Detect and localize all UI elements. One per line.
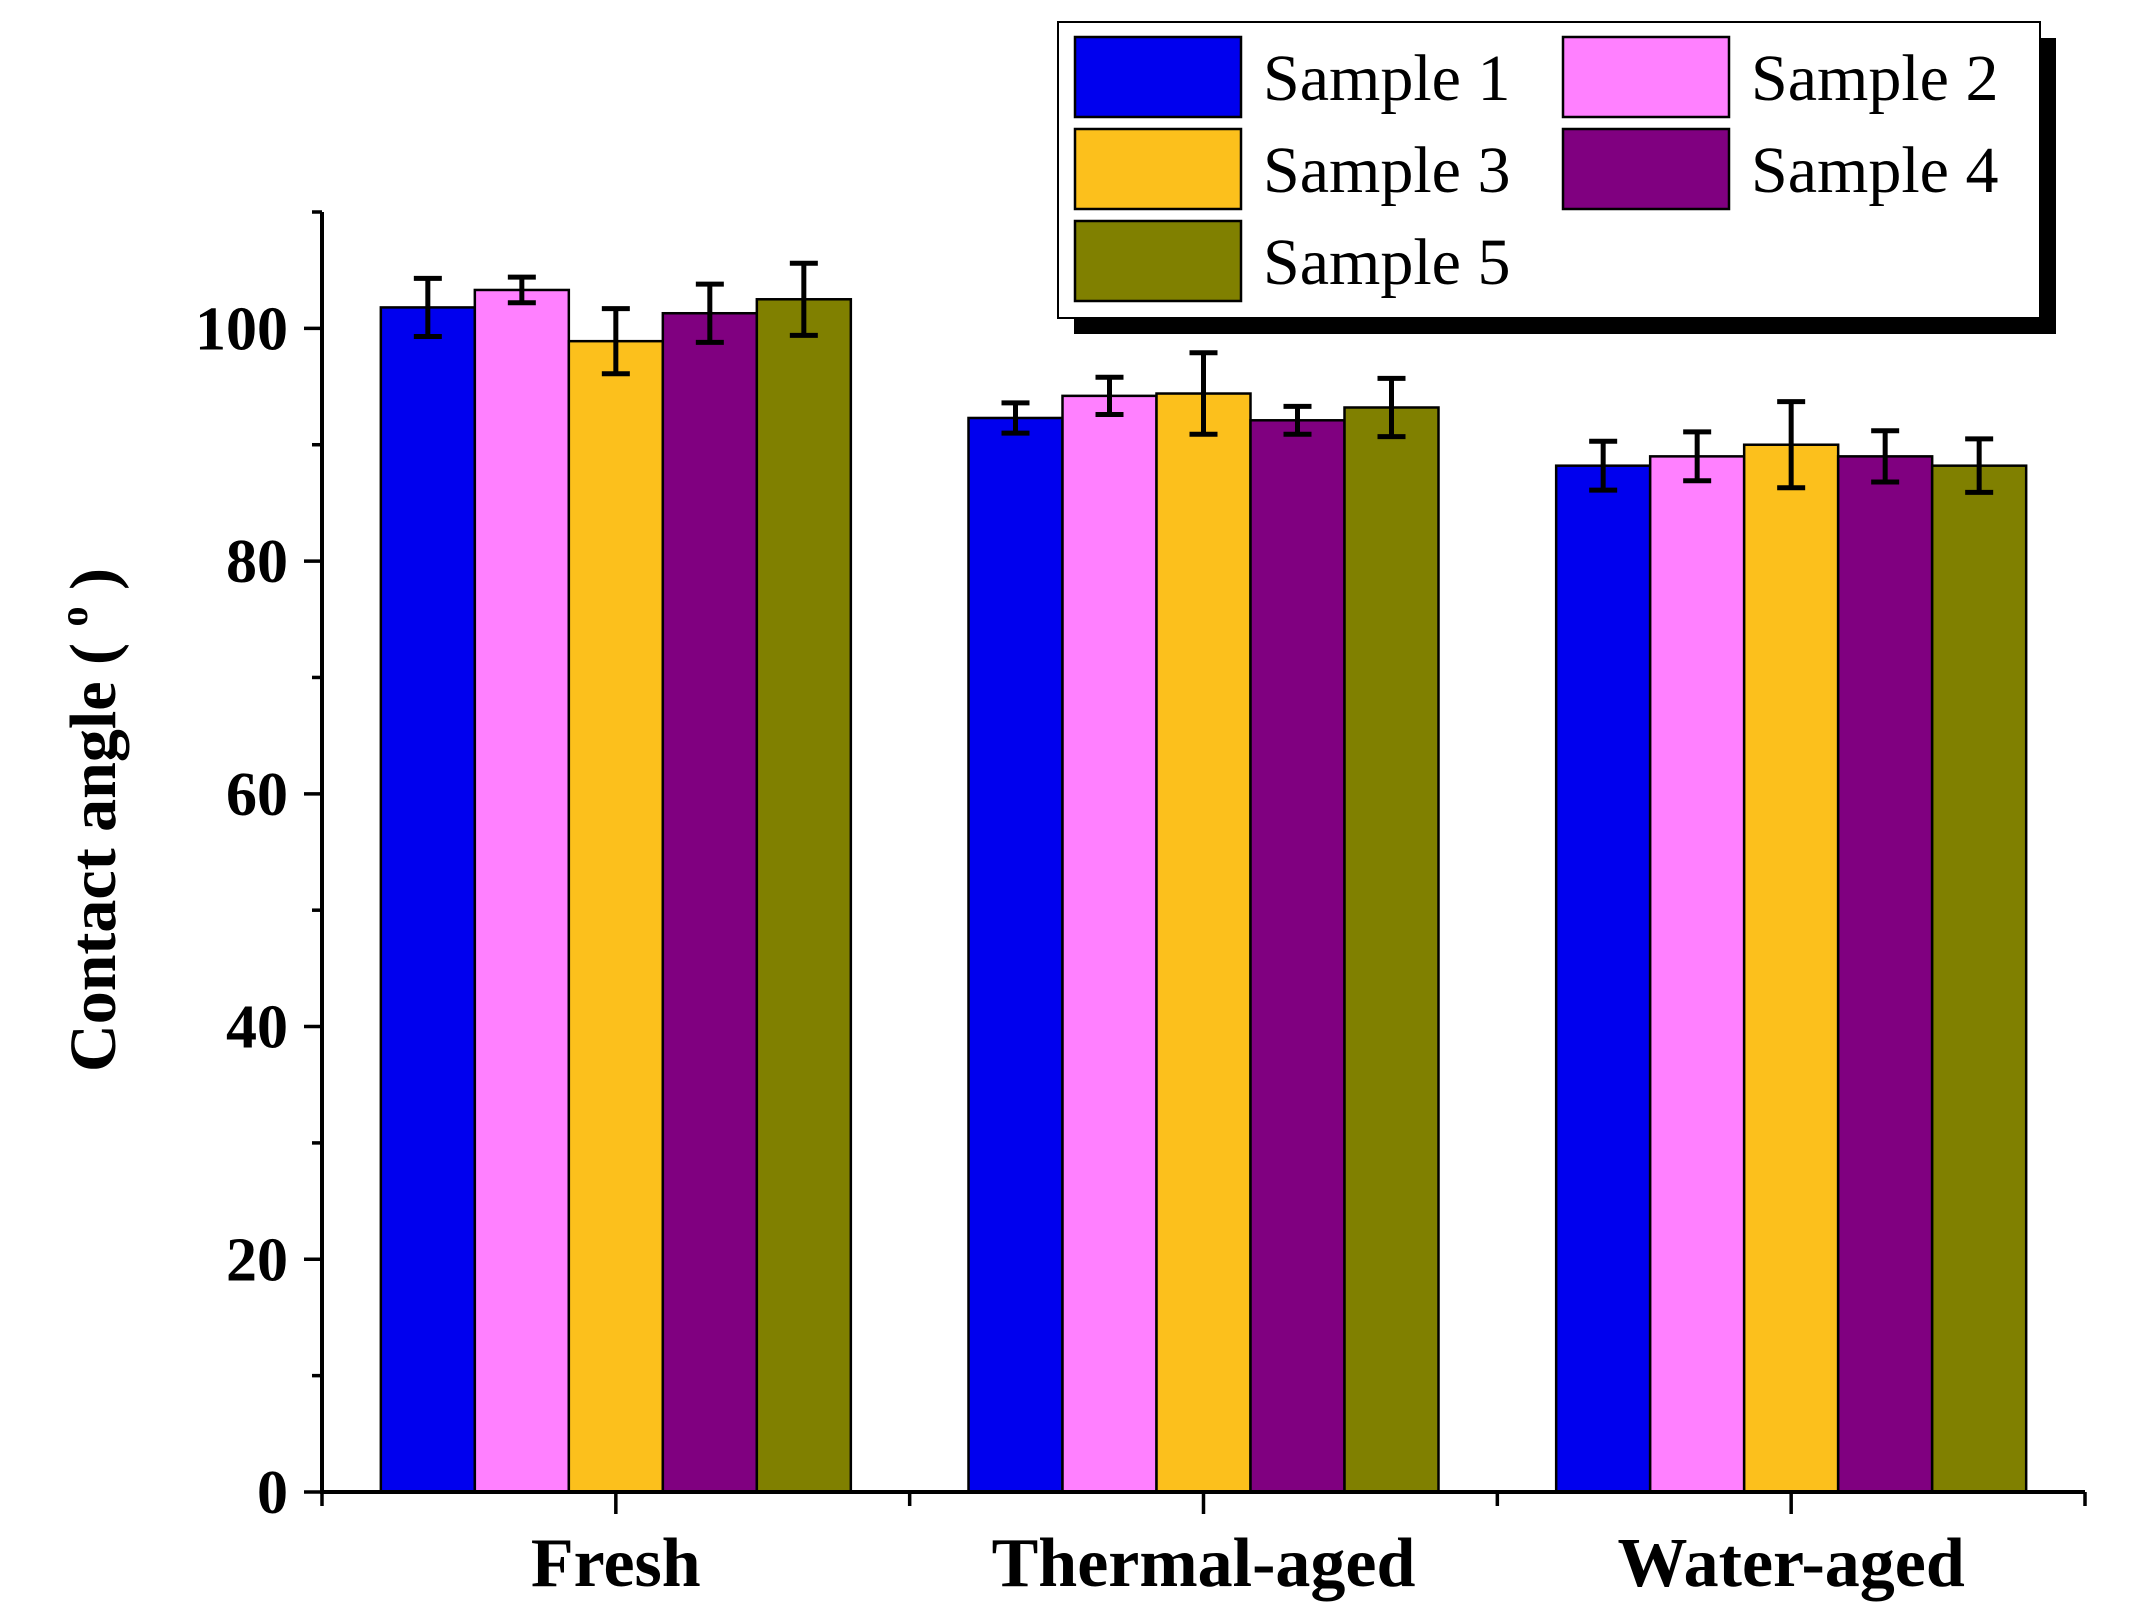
bar-sample-5-fresh — [755, 298, 853, 1494]
error-bar-sample-1-thermal-aged — [1001, 400, 1030, 436]
error-bar-sample-5-fresh — [789, 260, 818, 338]
error-bar-sample-4-fresh — [695, 281, 724, 345]
legend-swatch-sample-4 — [1561, 127, 1731, 211]
bar-sample-1-fresh — [379, 306, 477, 1494]
y-tick-label: 20 — [226, 1226, 288, 1294]
y-axis-title-close: ) — [57, 568, 130, 606]
error-bar-sample-1-fresh — [413, 275, 442, 340]
legend-swatch-sample-5 — [1073, 219, 1243, 303]
y-ticks: 0 20 40 60 80 100 — [195, 210, 322, 1527]
y-axis-title-degree: o — [51, 607, 96, 627]
error-bar-sample-3-fresh — [601, 306, 630, 377]
bar-sample-1-water-aged — [1554, 464, 1652, 1494]
legend-label-sample-5: Sample 5 — [1263, 226, 1510, 299]
bar-sample-3-water-aged — [1742, 443, 1840, 1494]
error-bar-sample-3-water-aged — [1777, 399, 1806, 491]
error-bar-sample-2-water-aged — [1683, 429, 1712, 484]
legend-label-sample-1: Sample 1 — [1263, 42, 1510, 115]
error-bar-sample-2-fresh — [507, 274, 536, 306]
bar-sample-4-fresh — [661, 311, 759, 1494]
y-axis-title-text: Contact angle ( — [57, 627, 130, 1072]
y-tick-label: 40 — [226, 994, 288, 1062]
legend-label-sample-3: Sample 3 — [1263, 134, 1510, 207]
legend: Sample 1 Sample 2 Sample 3 Sample 4 Sample 5 — [1057, 21, 2056, 334]
y-tick-label: 80 — [226, 528, 288, 596]
bar-sample-1-thermal-aged — [967, 416, 1064, 1494]
legend-swatch-sample-1 — [1073, 35, 1243, 119]
error-bar-sample-3-thermal-aged — [1189, 350, 1218, 437]
bar-sample-3-fresh — [567, 339, 665, 1494]
x-tick-label-fresh: Fresh — [531, 1525, 701, 1602]
y-axis-title: Contact angle ( o ) — [51, 568, 130, 1072]
bar-sample-3-thermal-aged — [1155, 392, 1252, 1494]
x-tick-label-water-aged: Water-aged — [1618, 1525, 1965, 1602]
y-tick-label: 100 — [195, 295, 288, 363]
error-bar-sample-5-thermal-aged — [1377, 375, 1406, 440]
x-tick-label-thermal-aged: Thermal-aged — [992, 1525, 1416, 1602]
bar-sample-4-water-aged — [1836, 455, 1934, 1494]
error-bar-sample-5-water-aged — [1965, 436, 1994, 495]
bar-sample-5-thermal-aged — [1343, 406, 1440, 1494]
bar-sample-2-fresh — [473, 288, 571, 1494]
y-tick-label: 0 — [257, 1459, 288, 1527]
plot-bars — [379, 288, 2028, 1494]
plot-error-bars — [413, 260, 1994, 495]
legend-label-sample-4: Sample 4 — [1751, 134, 1998, 207]
bar-sample-4-thermal-aged — [1249, 419, 1346, 1494]
legend-swatch-sample-3 — [1073, 127, 1243, 211]
error-bar-sample-4-thermal-aged — [1283, 403, 1312, 437]
x-ticks: Fresh Thermal-aged Water-aged — [320, 1492, 2087, 1602]
error-bar-sample-4-water-aged — [1871, 428, 1900, 485]
bar-sample-2-thermal-aged — [1061, 394, 1158, 1494]
error-bar-sample-1-water-aged — [1589, 438, 1618, 493]
legend-swatch-sample-2 — [1561, 35, 1731, 119]
y-tick-label: 60 — [226, 761, 288, 829]
bar-sample-5-water-aged — [1930, 464, 2028, 1494]
bar-sample-2-water-aged — [1648, 455, 1746, 1494]
error-bar-sample-2-thermal-aged — [1095, 374, 1124, 417]
legend-label-sample-2: Sample 2 — [1751, 42, 1998, 115]
